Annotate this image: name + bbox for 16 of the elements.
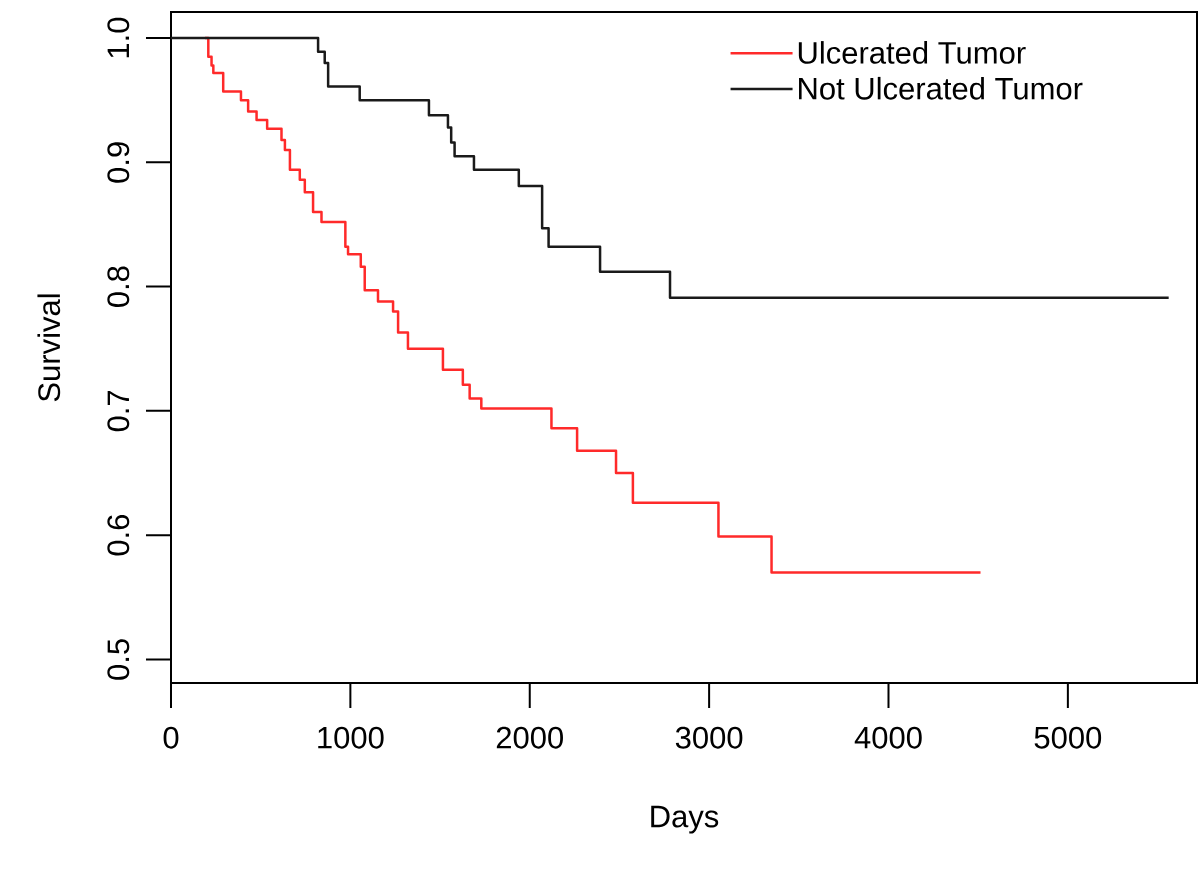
legend-label: Not Ulcerated Tumor xyxy=(799,76,1083,100)
x-tick-label: 4000 xyxy=(854,726,922,749)
x-tick-label: 5000 xyxy=(1034,726,1102,749)
y-axis-title: Survival xyxy=(37,294,61,402)
x-tick-label: 2000 xyxy=(496,726,563,749)
y-tick-label: 0.7 xyxy=(107,390,130,432)
y-tick-label: 1.0 xyxy=(107,17,130,58)
legend-label: Ulcerated Tumor xyxy=(798,41,1026,64)
y-tick-label: 0.6 xyxy=(107,514,130,556)
y-tick-label: 0.9 xyxy=(107,142,130,183)
x-tick-label: 3000 xyxy=(675,726,743,749)
x-tick-label: 1000 xyxy=(318,726,384,749)
y-tick-label: 0.5 xyxy=(107,639,130,680)
y-tick-label: 0.8 xyxy=(107,266,130,307)
x-tick-label: 0 xyxy=(163,726,179,749)
x-axis-title: Days xyxy=(651,805,719,834)
